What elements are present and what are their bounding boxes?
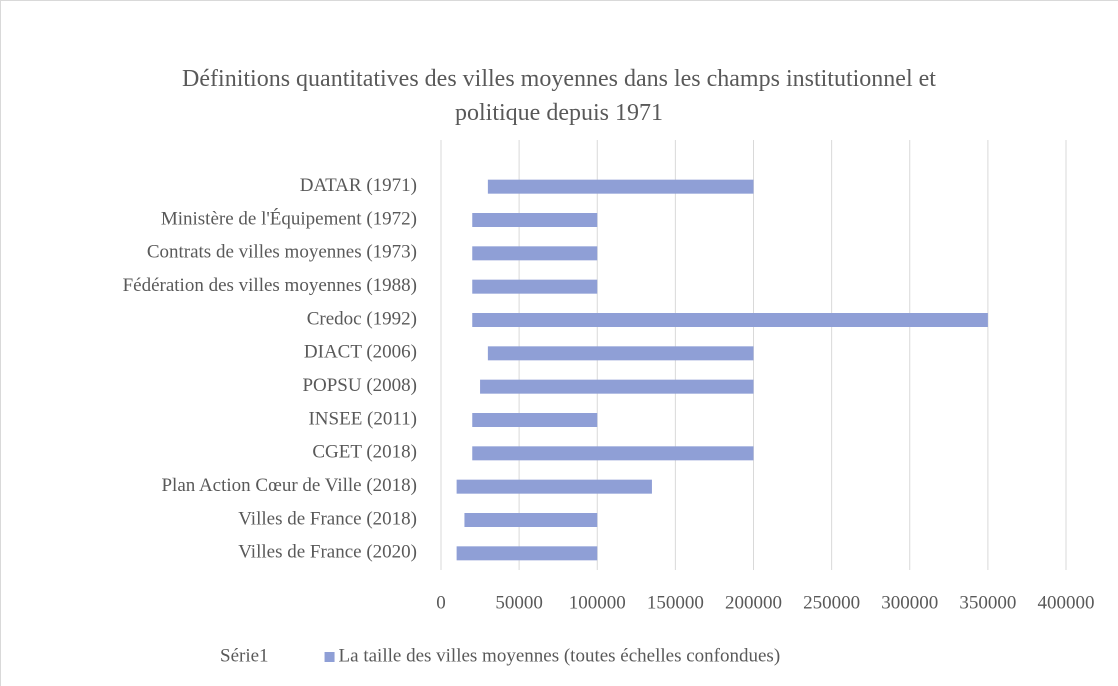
bar (441, 480, 457, 494)
bar (441, 246, 472, 260)
bar (441, 180, 488, 194)
bar (441, 313, 472, 327)
x-tick-label: 200000 (725, 592, 782, 613)
legend-label: Série1 (220, 645, 269, 666)
bar (441, 380, 480, 394)
bar (441, 546, 457, 560)
y-tick-label: Contrats de villes moyennes (1973) (147, 242, 417, 263)
x-tick-label: 350000 (959, 592, 1016, 613)
bar (487, 179, 754, 194)
bar (472, 313, 988, 327)
y-tick-label: Ministère de l'Équipement (1972) (161, 207, 417, 229)
legend-swatch (324, 652, 335, 662)
bar (441, 346, 488, 360)
x-tick-label: 400000 (1038, 592, 1095, 613)
bar (472, 213, 598, 227)
bar (464, 513, 598, 527)
bar (441, 280, 472, 294)
bar (441, 513, 464, 527)
x-tick-label: 300000 (881, 592, 938, 613)
y-tick-label: Plan Action Cœur de Ville (2018) (161, 475, 417, 496)
bar (472, 413, 598, 427)
y-tick-label: POPSU (2008) (302, 375, 417, 396)
chart-title: Définitions quantitatives des villes moy… (182, 66, 936, 126)
y-tick-label: DATAR (1971) (300, 175, 417, 196)
bar (480, 379, 754, 394)
bar (456, 479, 652, 494)
x-tick-label: 250000 (803, 592, 860, 613)
legend-label: La taille des villes moyennes (toutes éc… (339, 645, 781, 666)
bar (472, 246, 598, 261)
bar (456, 546, 598, 561)
bar (441, 413, 472, 427)
bar (472, 279, 598, 294)
y-tick-label: DIACT (2006) (304, 342, 417, 363)
x-tick-label: 150000 (647, 592, 704, 613)
y-tick-label: Credoc (1992) (307, 308, 417, 329)
bar (441, 213, 472, 227)
y-tick-label: Villes de France (2020) (238, 542, 417, 563)
x-tick-label: 50000 (495, 592, 543, 613)
x-tick-label: 0 (436, 592, 446, 613)
x-tick-label: 100000 (569, 592, 626, 613)
y-tick-label: CGET (2018) (312, 442, 417, 463)
y-tick-label: INSEE (2011) (308, 408, 417, 429)
bar (441, 446, 472, 460)
bar (487, 346, 754, 361)
y-tick-label: Villes de France (2018) (238, 508, 417, 529)
bar (472, 446, 754, 461)
y-tick-label: Fédération des villes moyennes (1988) (123, 275, 417, 296)
